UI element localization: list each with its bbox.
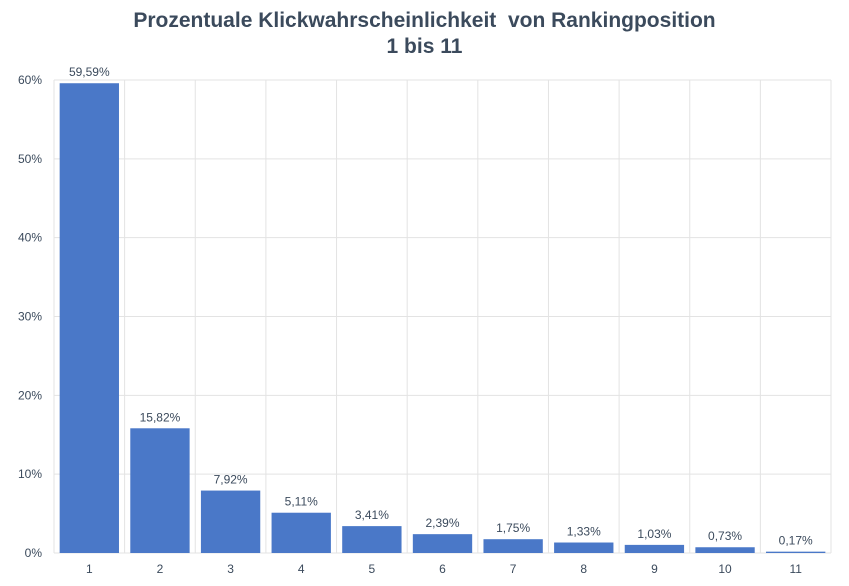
bar xyxy=(483,539,543,553)
x-tick-label: 11 xyxy=(789,562,802,576)
data-labels-layer: 59,59% 15,82% 7,92% 5,11% 3,41% 2,39% 1,75% 1,3… xyxy=(69,65,813,547)
data-label: 1,33% xyxy=(567,525,601,539)
bar xyxy=(412,534,473,553)
chart-title-block: Prozentuale Klickwahrscheinlichkeit von … xyxy=(0,8,849,60)
chart-subtitle: 1 bis 11 xyxy=(386,35,463,58)
data-label: 3,41% xyxy=(355,508,389,522)
data-label: 0,17% xyxy=(779,534,813,548)
data-label: 7,92% xyxy=(214,473,248,487)
chart-title: Prozentuale Klickwahrscheinlichkeit von … xyxy=(133,9,716,32)
bar xyxy=(766,551,826,553)
x-tick-label: 4 xyxy=(298,562,305,576)
bar xyxy=(624,544,685,553)
x-tick-label: 7 xyxy=(510,562,517,576)
y-tick-label: 60% xyxy=(18,73,42,87)
y-tick-label: 40% xyxy=(18,231,42,245)
bar xyxy=(59,83,119,553)
bar xyxy=(200,490,261,553)
data-label: 59,59% xyxy=(69,65,110,79)
bar xyxy=(554,542,614,553)
bar xyxy=(271,512,331,553)
data-label: 2,39% xyxy=(425,516,459,530)
y-axis: 0% 10% 20% 30% 40% 50% 60% xyxy=(18,73,42,560)
y-tick-label: 50% xyxy=(18,152,42,166)
x-tick-label: 8 xyxy=(580,562,587,576)
y-tick-label: 10% xyxy=(18,467,42,481)
bars-layer xyxy=(59,83,826,553)
y-tick-label: 20% xyxy=(18,388,42,402)
x-tick-label: 1 xyxy=(86,562,93,576)
x-tick-label: 5 xyxy=(369,562,376,576)
bar xyxy=(342,526,402,553)
bar xyxy=(130,428,190,553)
data-label: 1,03% xyxy=(637,527,671,541)
x-tick-label: 10 xyxy=(718,562,732,576)
data-label: 5,11% xyxy=(285,495,318,509)
x-tick-label: 9 xyxy=(651,562,658,576)
y-tick-label: 0% xyxy=(25,546,43,560)
y-tick-label: 30% xyxy=(18,310,42,324)
bar xyxy=(695,547,755,553)
x-tick-label: 6 xyxy=(439,562,446,576)
data-label: 15,82% xyxy=(140,410,181,424)
data-label: 0,73% xyxy=(708,529,742,543)
x-tick-label: 3 xyxy=(227,562,234,576)
data-label: 1,75% xyxy=(496,521,530,535)
x-tick-label: 2 xyxy=(157,562,164,576)
x-axis: 1 2 3 4 5 6 7 8 9 10 11 xyxy=(86,562,802,576)
